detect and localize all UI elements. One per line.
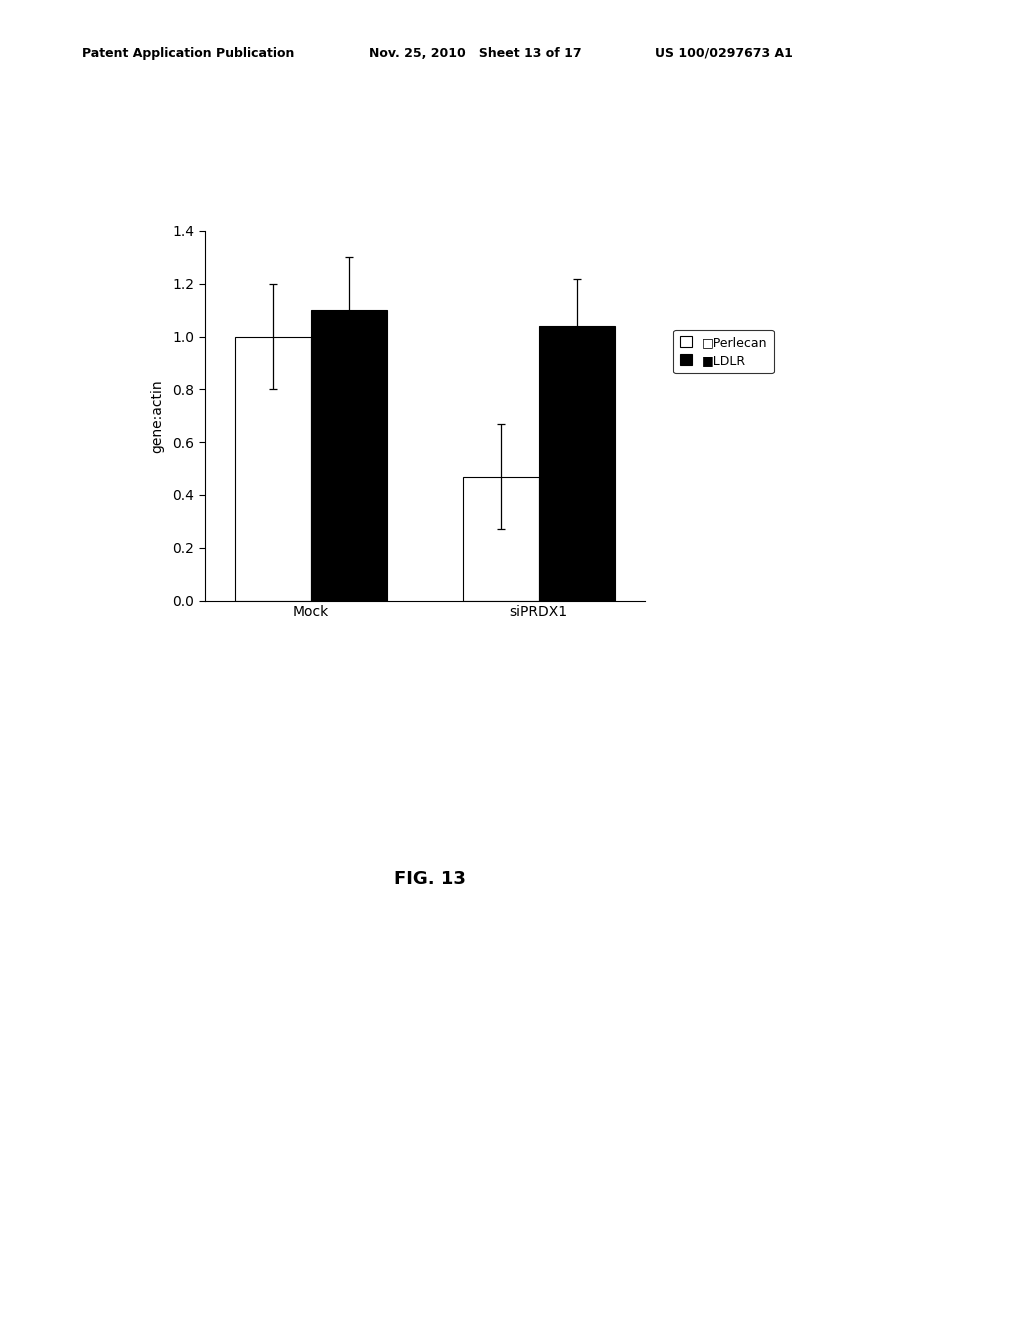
Legend: □Perlecan, ■LDLR: □Perlecan, ■LDLR	[674, 330, 774, 374]
Y-axis label: gene:actin: gene:actin	[151, 379, 164, 453]
Bar	[311, 310, 387, 601]
Bar	[236, 337, 311, 601]
Text: US 100/0297673 A1: US 100/0297673 A1	[655, 46, 794, 59]
Text: Patent Application Publication: Patent Application Publication	[82, 46, 294, 59]
Bar	[463, 477, 539, 601]
Bar	[539, 326, 614, 601]
Text: Nov. 25, 2010   Sheet 13 of 17: Nov. 25, 2010 Sheet 13 of 17	[369, 46, 582, 59]
Text: FIG. 13: FIG. 13	[394, 870, 466, 888]
